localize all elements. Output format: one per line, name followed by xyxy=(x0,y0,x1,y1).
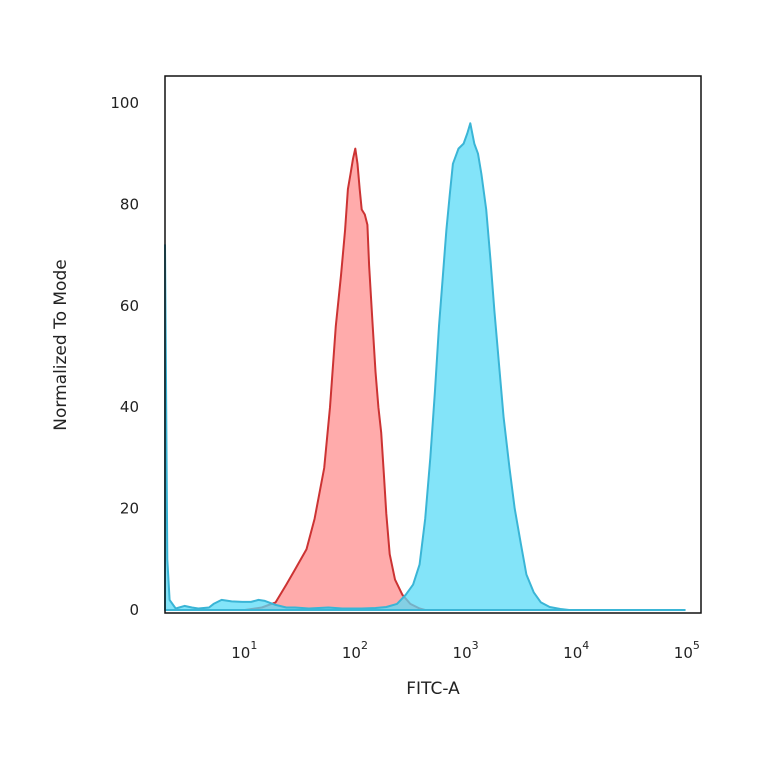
axis-ticks: 0 20 40 60 80 100 101 102 103 104 105 xyxy=(110,94,700,662)
x-tick-label: 103 xyxy=(453,639,479,662)
x-tick-label: 101 xyxy=(231,639,257,662)
y-tick-label: 0 xyxy=(129,601,139,619)
x-tick-label: 102 xyxy=(342,639,368,662)
plot-area xyxy=(164,122,686,611)
x-axis-title: FITC-A xyxy=(406,679,460,699)
x-tick-label: 105 xyxy=(674,639,700,662)
y-tick-label: 60 xyxy=(120,297,139,315)
y-tick-label: 80 xyxy=(120,195,139,213)
x-tick-label: 104 xyxy=(563,639,589,662)
histogram-series-1 xyxy=(243,147,427,611)
y-axis-title: Normalized To Mode xyxy=(51,259,71,430)
histogram-series-2 xyxy=(164,122,686,611)
plot-frame xyxy=(164,75,702,614)
y-tick-label: 40 xyxy=(120,398,139,416)
y-tick-label: 100 xyxy=(110,94,139,112)
y-tick-label: 20 xyxy=(120,500,139,518)
